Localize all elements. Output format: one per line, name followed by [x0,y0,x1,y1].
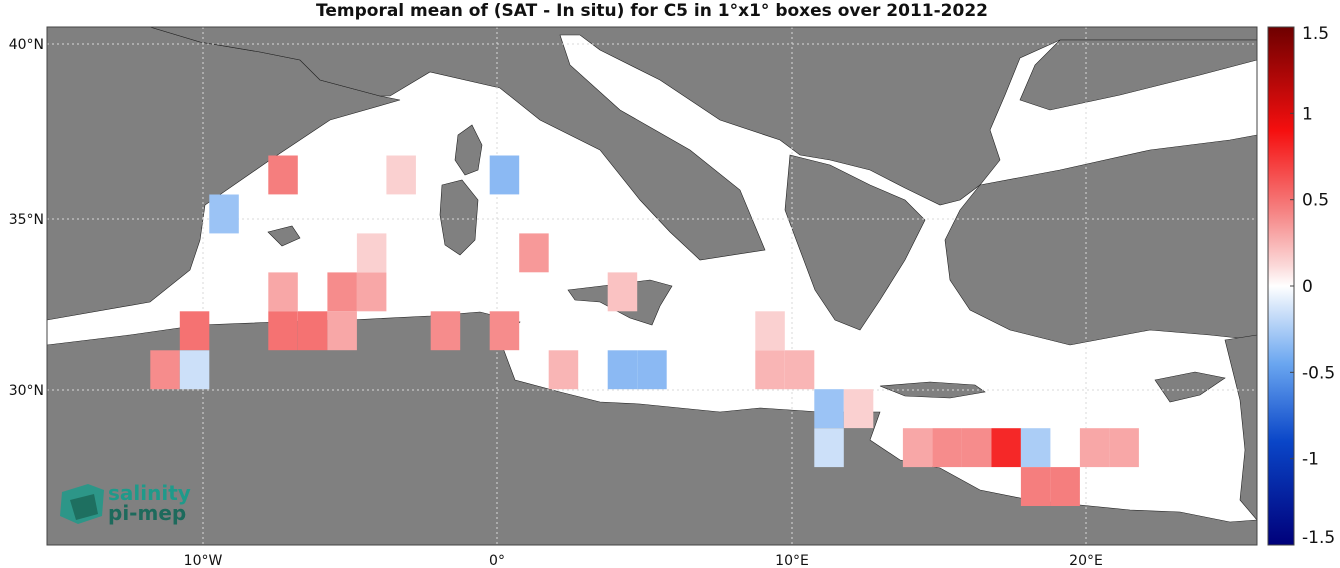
land-corsica [454,124,483,176]
logo-line1: salinity [108,481,191,505]
colorbar-tick-label-2: 0.5 [1302,191,1329,211]
land-mallorca [267,225,301,247]
data-cell-13 [327,311,357,351]
data-cell-17 [150,350,180,390]
data-cell-26 [814,428,844,468]
data-cell-27 [902,428,933,468]
tick-label-lon-10w: 10°W [184,553,223,568]
data-cell-22 [755,350,785,390]
colorbar-tick-label-4: -0.5 [1302,363,1335,383]
data-cell-34 [1020,467,1051,506]
colorbar-tick-label-3: 0 [1302,277,1313,297]
data-cell-15 [489,311,520,351]
data-cell-32 [1079,428,1110,468]
data-cell-6 [268,272,298,312]
logo-line2: pi-mep [108,501,186,525]
data-cell-8 [356,272,387,312]
map-area: salinity pi-mep [47,27,1257,545]
data-cell-25 [843,389,874,429]
data-cell-0 [268,155,298,195]
colorbar-ticks: 1.5 1 0.5 0 -0.5 -1 -1.5 [1290,24,1335,548]
data-cell-35 [1050,467,1080,506]
chart-title: Temporal mean of (SAT - In situ) for C5 … [316,1,988,21]
data-cells [150,155,1139,506]
data-cell-18 [179,350,210,390]
data-cell-5 [519,233,549,273]
colorbar: 1.5 1 0.5 0 -0.5 -1 -1.5 [1267,24,1335,548]
tick-label-lon-20e: 20°E [1069,553,1103,568]
data-cell-2 [489,155,520,195]
data-cell-16 [755,311,785,351]
data-cell-9 [607,272,638,312]
tick-label-lat-40n: 40°N [9,37,44,53]
land-anatolia [944,134,1257,346]
data-cell-23 [784,350,815,390]
data-cell-20 [607,350,638,390]
land-balkans [784,154,926,331]
logo-emblem-shade-icon [70,494,98,520]
map-frame [46,26,1258,546]
data-cell-19 [548,350,579,390]
data-cell-29 [961,428,992,468]
data-cell-12 [297,311,328,351]
data-cell-7 [327,272,357,312]
land-levant [1224,334,1257,521]
land-sardinia [439,179,479,256]
colorbar-gradient [1267,26,1295,546]
data-cell-33 [1109,428,1139,468]
colorbar-tick-label-5: -1 [1302,450,1319,470]
land-cyprus [1154,371,1226,403]
colorbar-tick-label-0: 1.5 [1302,24,1329,44]
data-cell-1 [386,155,416,195]
data-cell-21 [637,350,667,390]
data-cell-3 [209,194,239,234]
land-black-sea-north [1019,39,1257,111]
tick-label-lat-35n: 35°N [9,212,44,228]
land-europe [149,27,1257,261]
salinity-pimep-logo: salinity pi-mep [60,481,191,525]
data-cell-24 [814,389,844,429]
data-cell-4 [356,233,387,273]
data-cell-30 [991,428,1021,468]
tick-label-lat-30n: 30°N [9,383,44,399]
data-cell-10 [179,311,210,351]
tick-label-lon-0: 0° [489,553,505,568]
axis-ticks: 10°W 0° 10°E 20°E 40°N 35°N 30°N [9,37,1103,568]
data-cell-28 [932,428,962,468]
data-cell-14 [430,311,461,351]
colorbar-tick-label-6: -1.5 [1302,528,1335,548]
data-cell-31 [1020,428,1051,468]
data-cell-11 [268,311,298,351]
colorbar-tick-label-1: 1 [1302,104,1313,124]
tick-label-lon-10e: 10°E [775,553,809,568]
